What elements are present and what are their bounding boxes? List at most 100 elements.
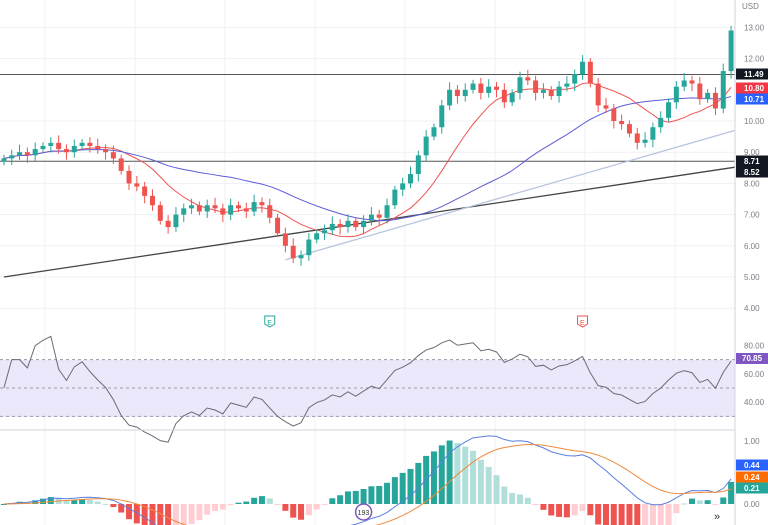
candle xyxy=(431,123,437,141)
candle xyxy=(157,201,163,225)
macd-histogram-bar xyxy=(63,500,70,504)
candle xyxy=(314,229,320,244)
candle-body xyxy=(228,205,234,215)
candle-body xyxy=(40,145,46,150)
candle xyxy=(712,87,718,116)
price-badge xyxy=(736,93,768,105)
event-badge[interactable]: 193 xyxy=(354,503,373,521)
macd-histogram-bar xyxy=(352,490,359,504)
rsi-line xyxy=(3,335,732,443)
macd-value-badge xyxy=(736,459,768,471)
candle xyxy=(17,144,23,160)
price-tick-label: 8.00 xyxy=(744,179,760,188)
candle-body xyxy=(564,83,570,87)
macd-histogram-bar xyxy=(524,497,531,504)
price-badge xyxy=(736,155,768,167)
price-badge-label: 8.71 xyxy=(744,157,760,166)
macd-histogram-bar xyxy=(321,504,328,505)
candle xyxy=(306,233,312,261)
candle xyxy=(666,98,672,122)
candle xyxy=(392,185,398,209)
candle-body xyxy=(290,245,296,259)
macd-histogram-bar xyxy=(235,502,242,504)
candle xyxy=(267,198,273,224)
candle xyxy=(220,203,226,223)
macd-histogram-bar xyxy=(266,498,273,504)
candle-body xyxy=(454,89,460,97)
candle xyxy=(149,189,155,211)
earnings-icon xyxy=(264,315,276,328)
candle xyxy=(24,147,30,163)
macd-histogram-bar xyxy=(0,504,7,505)
candle xyxy=(103,144,109,160)
macd-histogram-bar xyxy=(642,504,649,525)
scroll-to-latest-button[interactable]: » xyxy=(714,511,720,523)
candle xyxy=(32,142,38,161)
candle-body xyxy=(282,233,288,246)
candle xyxy=(282,227,288,253)
earnings-marker[interactable]: E xyxy=(264,315,276,328)
macd-histogram-bar xyxy=(141,504,148,525)
event-badge-label: 193 xyxy=(358,510,370,517)
candle-body xyxy=(626,124,632,134)
candle xyxy=(439,99,445,134)
candle-body xyxy=(165,220,171,228)
candle xyxy=(556,81,562,103)
candle xyxy=(603,97,609,114)
candle xyxy=(48,137,54,153)
price-tick-label: 9.00 xyxy=(744,148,760,157)
candle xyxy=(533,75,539,101)
earnings-icon xyxy=(577,315,589,328)
candle-body xyxy=(118,158,124,171)
price-tick-label: 12.00 xyxy=(744,55,765,64)
macd-histogram-bar xyxy=(681,503,688,505)
candle-body xyxy=(321,230,327,234)
candle-body xyxy=(275,217,281,234)
price-axis[interactable]: USD 13.00 12.00 10.00 9.00 8.00 7.00 6.00 5.00 4… xyxy=(742,2,765,509)
rsi-tick-label: 60.00 xyxy=(744,370,765,379)
candle-body xyxy=(103,149,109,153)
macd-histogram-bar xyxy=(71,499,78,504)
candle-body xyxy=(353,220,359,228)
candle xyxy=(173,207,179,232)
price-pane[interactable] xyxy=(0,25,736,278)
candle xyxy=(118,154,124,175)
macd-histogram-bar xyxy=(618,504,625,525)
macd-histogram-bar xyxy=(180,504,187,525)
macd-histogram-bar xyxy=(329,498,336,504)
candle xyxy=(540,83,546,99)
candle-body xyxy=(447,89,453,106)
candle xyxy=(634,127,640,150)
candle-body xyxy=(408,174,414,184)
macd-histogram-bar xyxy=(126,504,133,520)
candle xyxy=(228,198,234,221)
rsi-value-badge xyxy=(736,353,768,364)
candle xyxy=(329,216,335,235)
candle xyxy=(384,198,390,224)
price-badge xyxy=(736,68,768,80)
macd-histogram-bar xyxy=(563,504,570,518)
earnings-marker[interactable]: E xyxy=(577,315,589,328)
candle xyxy=(181,203,187,223)
candle xyxy=(705,89,711,103)
candle-body xyxy=(486,86,492,93)
candle xyxy=(95,138,101,154)
candle-body xyxy=(431,127,437,137)
macd-pane[interactable] xyxy=(0,435,735,525)
macd-histogram-bar xyxy=(462,446,469,504)
currency-label[interactable]: USD xyxy=(742,2,759,11)
candle-body xyxy=(650,127,656,140)
rsi-pane[interactable] xyxy=(0,335,735,443)
candle-body xyxy=(361,220,367,228)
candle-body xyxy=(611,108,617,121)
candle-body xyxy=(63,149,69,153)
candle-body xyxy=(196,205,202,212)
macd-histogram-bar xyxy=(227,504,234,506)
candle xyxy=(212,197,218,214)
candle xyxy=(235,201,241,213)
macd-histogram-bar xyxy=(298,504,305,520)
macd-histogram-bar xyxy=(305,504,312,516)
macd-histogram-bar xyxy=(337,495,344,504)
candle-body xyxy=(580,61,586,75)
